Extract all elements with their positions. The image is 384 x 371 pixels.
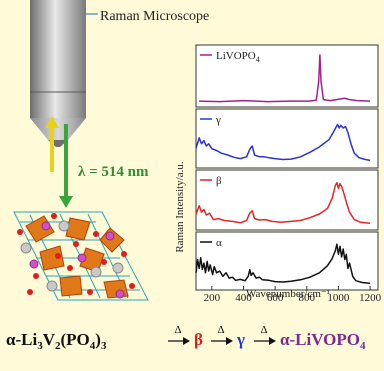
delta-1: Δ — [174, 324, 181, 336]
x-tick-label: 400 — [235, 292, 252, 304]
phase-transition-equation: α-Li3V2(PO4)3 Δ β Δ γ Δ α-LiVOPO4 — [6, 324, 366, 352]
x-tick-label: 800 — [299, 292, 316, 304]
equation-beta: β — [194, 330, 203, 349]
x-tick-label: 600 — [267, 292, 284, 304]
series-line — [195, 123, 371, 162]
equation-mid3: ) — [95, 330, 101, 349]
series-line — [195, 182, 371, 224]
equation-sub1: 3 — [37, 340, 43, 352]
microscope-objective-icon — [30, 0, 98, 147]
panel-frame — [195, 169, 379, 231]
arrow-2-icon — [211, 337, 233, 345]
equation-mid1: V — [43, 330, 56, 349]
series-line — [195, 243, 371, 285]
delta-3: Δ — [260, 324, 267, 336]
equation-sub3: 4 — [90, 340, 96, 352]
equation-sub2: 2 — [55, 340, 61, 352]
x-tick-label: 200 — [204, 292, 221, 304]
equation-end-sub: 4 — [360, 340, 366, 352]
wavelength-label: λ = 514 nm — [78, 164, 149, 180]
raman-spectra-chart: LiVOPO4 γ β α 200 400 600 800 1000 1200 — [195, 44, 382, 304]
equation-sub4: 3 — [101, 340, 107, 352]
svg-text:α-Li3V2(PO4)3: α-Li3V2(PO4)3 — [6, 330, 107, 352]
legend-label: LiVOPO4 — [216, 50, 260, 64]
series-line — [199, 54, 371, 103]
panel-frame — [195, 44, 379, 108]
equation-start: α-Li — [6, 330, 37, 349]
x-tick-label: 1000 — [327, 292, 350, 304]
crystal-structure-image — [13, 211, 149, 301]
legend-label: α — [216, 237, 222, 249]
equation-mid2: (PO — [61, 330, 90, 349]
legend-label: β — [216, 175, 222, 187]
laser-arrows-icon — [45, 116, 73, 208]
equation-gamma: γ — [236, 330, 245, 349]
arrow-1-icon — [168, 337, 190, 345]
equation-end: α-LiVOPO — [280, 330, 360, 349]
microscope-label: Raman Microscope — [100, 9, 209, 24]
arrow-3-icon — [254, 337, 276, 345]
svg-text:α-LiVOPO4: α-LiVOPO4 — [280, 330, 366, 352]
panel-frame — [195, 108, 379, 169]
y-axis-label: Raman Intensity/a.u. — [174, 161, 186, 253]
delta-2: Δ — [217, 324, 224, 336]
legend-label: γ — [215, 114, 221, 126]
x-axis-label: Wavenumber/cm⁻¹ — [246, 288, 330, 300]
x-tick-label: 1200 — [359, 292, 382, 304]
